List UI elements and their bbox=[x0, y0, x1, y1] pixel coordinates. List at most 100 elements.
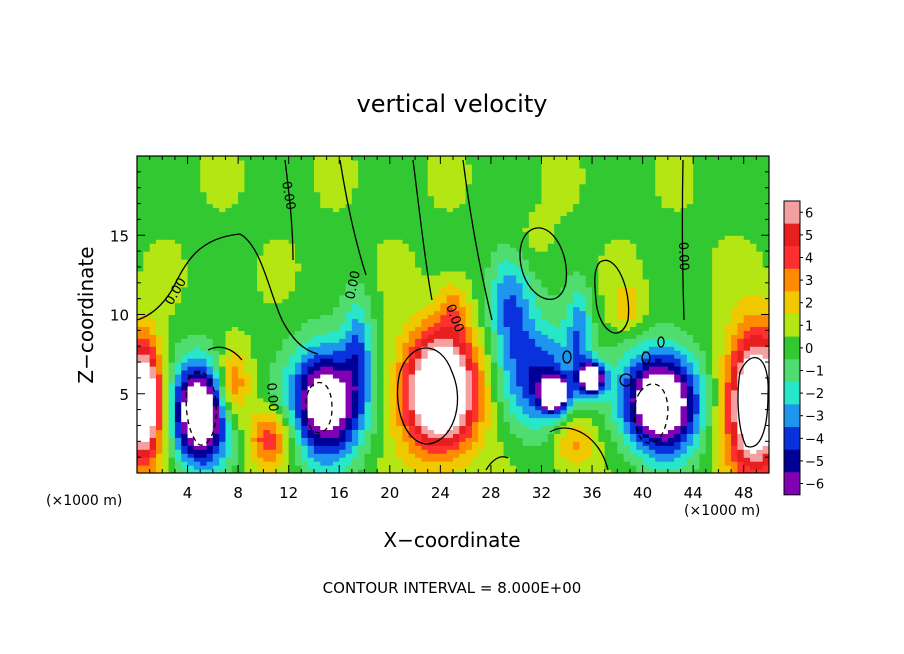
heatmap-cell bbox=[162, 330, 170, 335]
heatmap-cell bbox=[301, 409, 309, 415]
heatmap-cell bbox=[497, 298, 505, 304]
heatmap-cell bbox=[225, 231, 233, 236]
heatmap-cell bbox=[301, 203, 309, 209]
heatmap-cell bbox=[396, 354, 404, 359]
heatmap-cell bbox=[212, 211, 220, 217]
heatmap-cell bbox=[250, 195, 258, 201]
heatmap-cell bbox=[168, 322, 176, 327]
heatmap-cell bbox=[168, 417, 176, 423]
heatmap-cell bbox=[446, 203, 454, 209]
heatmap-cell bbox=[313, 322, 321, 327]
heatmap-cell bbox=[427, 377, 435, 383]
heatmap-cell bbox=[484, 381, 492, 387]
heatmap-cell bbox=[408, 318, 416, 324]
heatmap-cell bbox=[465, 298, 473, 304]
heatmap-cell bbox=[282, 441, 290, 446]
heatmap-cell bbox=[168, 346, 176, 351]
heatmap-cell bbox=[250, 405, 258, 411]
heatmap-cell bbox=[181, 167, 189, 173]
heatmap-cell bbox=[459, 191, 467, 197]
heatmap-cell bbox=[339, 401, 347, 407]
heatmap-cell bbox=[137, 393, 144, 399]
heatmap-cell bbox=[269, 457, 277, 462]
heatmap-cell bbox=[313, 219, 321, 224]
heatmap-cell bbox=[137, 274, 144, 280]
heatmap-cell bbox=[522, 385, 530, 391]
heatmap-cell bbox=[320, 175, 328, 181]
heatmap-cell bbox=[168, 437, 176, 442]
heatmap-cell bbox=[225, 278, 233, 284]
heatmap-cell bbox=[200, 469, 208, 473]
heatmap-cell bbox=[383, 274, 391, 280]
heatmap-cell bbox=[396, 413, 404, 419]
heatmap-cell bbox=[351, 243, 359, 248]
heatmap-cell bbox=[383, 191, 391, 197]
heatmap-cell bbox=[490, 270, 498, 276]
heatmap-cell bbox=[497, 457, 505, 462]
heatmap-cell bbox=[396, 199, 404, 205]
heatmap-cell bbox=[257, 207, 264, 213]
heatmap-cell bbox=[434, 409, 441, 415]
heatmap-cell bbox=[155, 259, 163, 264]
heatmap-cell bbox=[231, 469, 239, 473]
heatmap-cell bbox=[212, 231, 220, 236]
heatmap-cell bbox=[231, 247, 239, 252]
heatmap-cell bbox=[238, 318, 246, 324]
heatmap-cell bbox=[389, 262, 397, 268]
heatmap-cell bbox=[206, 266, 214, 272]
heatmap-cell bbox=[370, 413, 378, 419]
heatmap-cell bbox=[162, 393, 170, 399]
heatmap-cell bbox=[193, 282, 201, 288]
heatmap-cell bbox=[301, 322, 309, 327]
heatmap-cell bbox=[459, 255, 467, 260]
heatmap-cell bbox=[522, 445, 530, 450]
heatmap-cell bbox=[339, 199, 347, 205]
heatmap-cell bbox=[434, 441, 441, 446]
heatmap-cell bbox=[212, 338, 220, 343]
heatmap-cell bbox=[503, 465, 511, 470]
heatmap-cell bbox=[162, 262, 170, 268]
heatmap-cell bbox=[490, 354, 498, 359]
heatmap-cell bbox=[522, 266, 530, 272]
heatmap-cell bbox=[263, 259, 271, 264]
heatmap-cell bbox=[326, 326, 334, 331]
heatmap-cell bbox=[301, 381, 309, 387]
heatmap-cell bbox=[503, 310, 511, 316]
heatmap-cell bbox=[364, 377, 372, 383]
heatmap-cell bbox=[174, 409, 182, 415]
heatmap-cell bbox=[370, 298, 378, 304]
heatmap-cell bbox=[168, 266, 176, 272]
heatmap-cell bbox=[307, 346, 315, 351]
heatmap-cell bbox=[219, 191, 227, 197]
heatmap-cell bbox=[174, 433, 182, 438]
heatmap-cell bbox=[326, 445, 334, 450]
heatmap-cell bbox=[396, 266, 404, 272]
heatmap-cell bbox=[396, 338, 404, 343]
heatmap-cell bbox=[326, 171, 334, 177]
heatmap-cell bbox=[478, 199, 486, 205]
heatmap-cell bbox=[440, 322, 448, 327]
heatmap-cell bbox=[503, 195, 511, 201]
heatmap-cell bbox=[415, 397, 422, 403]
heatmap-cell bbox=[434, 417, 441, 423]
heatmap-cell bbox=[219, 179, 227, 185]
heatmap-cell bbox=[137, 362, 144, 367]
heatmap-cell bbox=[143, 425, 151, 431]
heatmap-cell bbox=[187, 227, 195, 232]
heatmap-cell bbox=[225, 270, 233, 276]
heatmap-cell bbox=[313, 203, 321, 209]
heatmap-cell bbox=[326, 302, 334, 308]
heatmap-cell bbox=[244, 286, 252, 292]
heatmap-cell bbox=[440, 306, 448, 312]
heatmap-cell bbox=[250, 413, 258, 419]
heatmap-cell bbox=[155, 203, 163, 209]
heatmap-cell bbox=[295, 437, 302, 442]
heatmap-cell bbox=[427, 385, 435, 391]
heatmap-cell bbox=[528, 453, 536, 458]
heatmap-cell bbox=[244, 429, 252, 434]
heatmap-cell bbox=[137, 159, 144, 165]
heatmap-cell bbox=[212, 409, 220, 415]
heatmap-cell bbox=[440, 175, 448, 181]
heatmap-cell bbox=[402, 266, 410, 272]
heatmap-cell bbox=[295, 445, 302, 450]
